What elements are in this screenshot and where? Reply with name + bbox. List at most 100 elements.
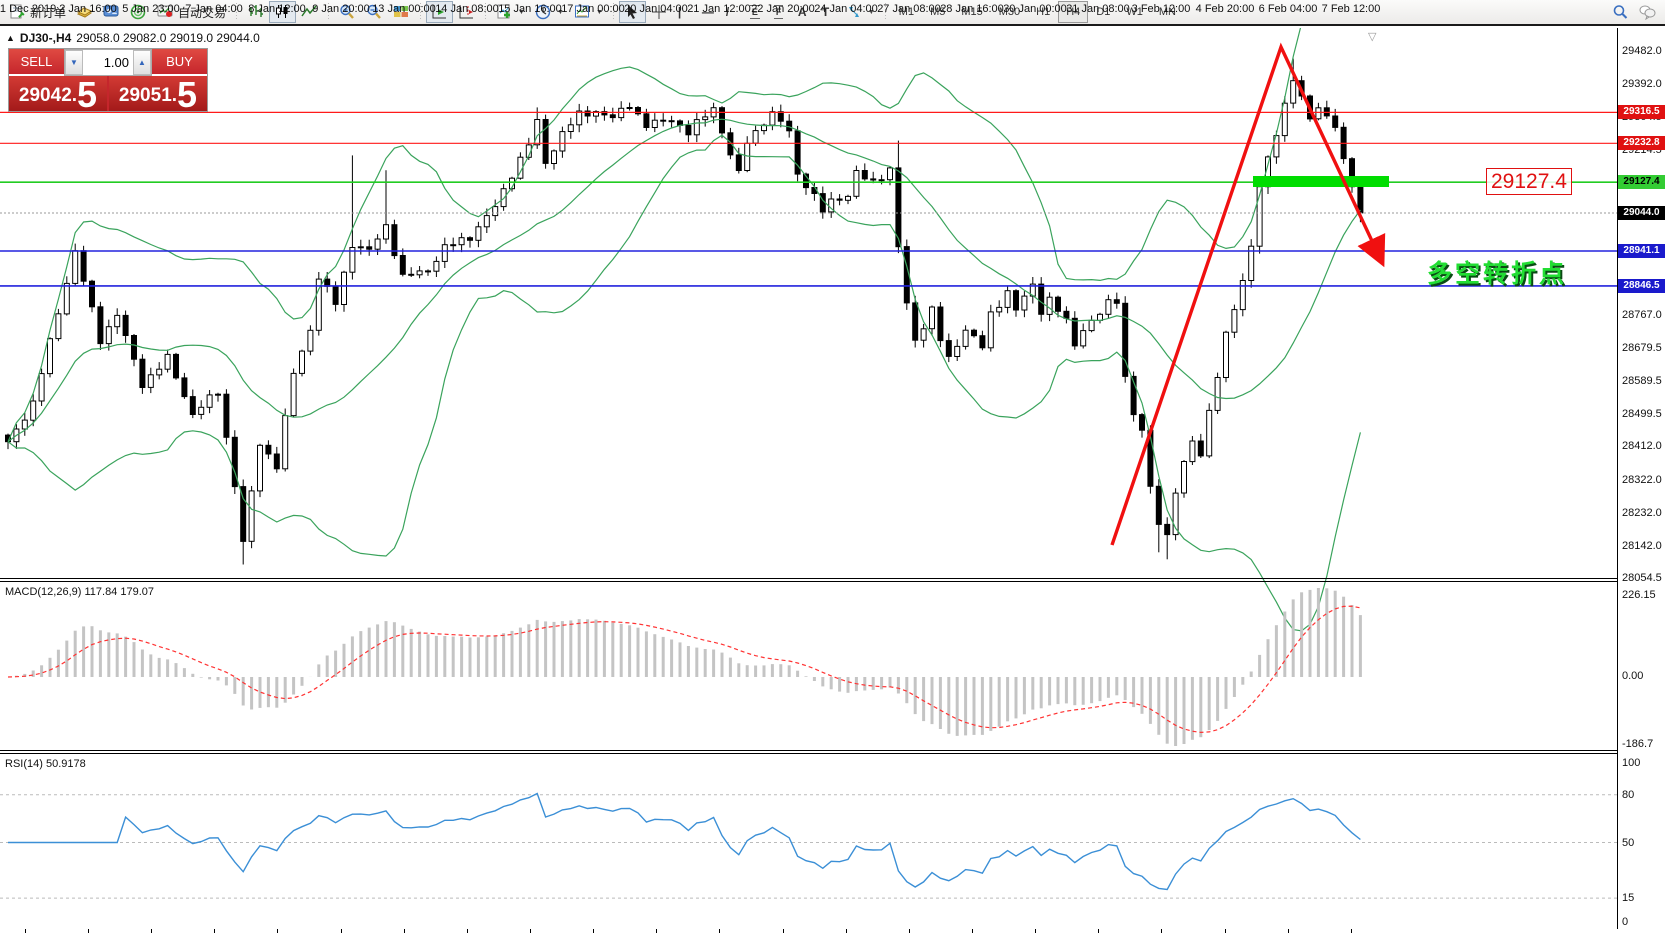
terminal-icon: [103, 4, 120, 20]
pane-divider[interactable]: [0, 750, 1617, 751]
buy-button[interactable]: BUY: [152, 49, 207, 76]
new-order-button[interactable]: 新订单: [4, 1, 71, 23]
chart-shift-marker-icon[interactable]: ▽: [1368, 31, 1377, 43]
rsi-axis-label: 15: [1622, 892, 1635, 904]
time-axis-tick: [1288, 929, 1289, 933]
price-tag: 29044.0: [1618, 206, 1665, 220]
chart-symbol: DJ30-,H4: [19, 31, 72, 45]
add-indicator-button[interactable]: ▼: [491, 1, 530, 23]
search-button[interactable]: [1607, 1, 1634, 23]
chart-shift-button[interactable]: [453, 1, 480, 23]
templates-button[interactable]: ▼: [569, 1, 608, 23]
chart-canvas[interactable]: [0, 28, 1665, 948]
timeframe-m5-button[interactable]: M5: [922, 1, 953, 23]
time-axis-tick: [783, 929, 784, 933]
horizontal-line-tool-button[interactable]: —: [697, 1, 721, 23]
time-axis-label: 7 Jan 04:00: [185, 3, 243, 15]
shapes-icon: [846, 4, 863, 20]
text-tool-button[interactable]: A: [793, 1, 817, 23]
timeframe-m15-button[interactable]: M15: [953, 1, 990, 23]
fibonacci-tool-button[interactable]: F: [769, 1, 793, 23]
time-axis-label: 27 Jan 08:00: [877, 3, 941, 15]
volume-input[interactable]: [83, 50, 133, 75]
pane-divider: [0, 753, 1617, 754]
templates-icon: [574, 4, 591, 20]
shapes-tool-button[interactable]: ▼: [841, 1, 880, 23]
chat-button[interactable]: [1634, 1, 1661, 23]
history-center-button[interactable]: [71, 1, 98, 23]
toolbar-separator: [482, 3, 490, 21]
pane-divider[interactable]: [0, 578, 1617, 579]
vertical-line-tool-button[interactable]: |: [673, 1, 697, 23]
time-axis-tick: [277, 929, 278, 933]
time-axis-tick: [151, 929, 152, 933]
time-axis-label: 9 Jan 20:00: [312, 3, 370, 15]
new-order-icon: [9, 4, 26, 20]
time-axis-label: 7 Feb 12:00: [1321, 3, 1381, 15]
tile-windows-button[interactable]: [388, 1, 415, 23]
toolbar: 新订单 自动交易: [0, 0, 1665, 26]
toolbar-separator: [233, 3, 241, 21]
time-axis-tick: [1351, 929, 1352, 933]
price-callout-label[interactable]: 29127.4: [1486, 168, 1572, 195]
chart-area[interactable]: ▲ DJ30-,H4 29058.0 29082.0 29019.0 29044…: [0, 28, 1665, 948]
vertical-line-icon: |: [677, 5, 682, 19]
price-tick-label: 28412.0: [1622, 440, 1662, 452]
price-tick-label: 29392.0: [1622, 78, 1662, 90]
timeframe-m1-button[interactable]: M1: [891, 1, 922, 23]
chart-title: ▲ DJ30-,H4 29058.0 29082.0 29019.0 29044…: [6, 31, 260, 45]
bar-chart-button[interactable]: [242, 1, 269, 23]
text-label-tool-button[interactable]: T: [817, 1, 841, 23]
sell-price[interactable]: 29042. 5: [9, 76, 107, 113]
auto-trading-button[interactable]: 自动交易: [152, 1, 231, 23]
text-icon: A: [797, 5, 807, 19]
line-chart-button[interactable]: [296, 1, 323, 23]
candlestick-chart-button[interactable]: [269, 1, 297, 23]
zoom-out-button[interactable]: [361, 1, 388, 23]
chevron-down-icon: ▼: [518, 8, 525, 16]
timeframe-m30-button[interactable]: M30: [991, 1, 1028, 23]
periods-button[interactable]: ▼: [530, 1, 569, 23]
buy-price-main: 29051.: [118, 85, 178, 106]
time-axis-tick: [846, 929, 847, 933]
collapse-panel-icon[interactable]: ▲: [6, 33, 15, 43]
buy-price[interactable]: 29051. 5: [109, 76, 207, 113]
zoom-in-button[interactable]: [334, 1, 361, 23]
price-tick-label: 28767.0: [1622, 309, 1662, 321]
support-highlight-bar[interactable]: [1253, 176, 1389, 187]
volume-down-button[interactable]: ▼: [65, 50, 83, 75]
time-axis-label: 28 Jan 16:00: [940, 3, 1004, 15]
time-axis-label: 24 Jan 04:00: [814, 3, 878, 15]
timeframe-d1-button[interactable]: D1: [1088, 1, 1118, 23]
timeframe-h1-button[interactable]: H1: [1028, 1, 1058, 23]
time-axis-tick: [467, 929, 468, 933]
sell-button[interactable]: SELL: [9, 49, 64, 76]
rsi-axis-label: 0: [1622, 916, 1629, 928]
time-axis[interactable]: [0, 929, 1665, 948]
sell-price-main: 29042.: [18, 85, 78, 106]
timeframe-mn-button[interactable]: MN: [1151, 1, 1184, 23]
price-tag: 28846.5: [1618, 279, 1665, 293]
auto-scroll-button[interactable]: [426, 1, 454, 23]
pane-divider: [0, 581, 1617, 582]
zoom-out-icon: [366, 4, 383, 20]
volume-up-button[interactable]: ▲: [133, 50, 151, 75]
price-tag: 29127.4: [1618, 175, 1665, 189]
chart-shift-icon: [458, 4, 475, 20]
cn-annotation-label[interactable]: 多空转折点: [1427, 260, 1568, 288]
terminal-button[interactable]: [98, 1, 125, 23]
timeframe-w1-button[interactable]: W1: [1118, 1, 1151, 23]
trend-arrow[interactable]: [1110, 42, 1386, 546]
periods-clock-icon: [535, 4, 552, 20]
equidistant-channel-tool-button[interactable]: E: [745, 1, 769, 23]
trendline-tool-button[interactable]: /: [721, 1, 745, 23]
cursor-tool-button[interactable]: [618, 1, 646, 23]
price-axis-line: [1617, 28, 1618, 929]
one-click-trading-panel: SELL ▼ ▲ BUY 29042. 5 29051. 5: [8, 48, 208, 113]
signals-button[interactable]: [125, 1, 152, 23]
timeframe-h4-button[interactable]: H4: [1058, 1, 1089, 23]
time-axis-tick: [25, 929, 26, 933]
time-axis-label: 3 Feb 12:00: [1131, 3, 1191, 15]
candlestick-series: [5, 58, 1364, 565]
crosshair-tool-button[interactable]: [646, 1, 673, 23]
